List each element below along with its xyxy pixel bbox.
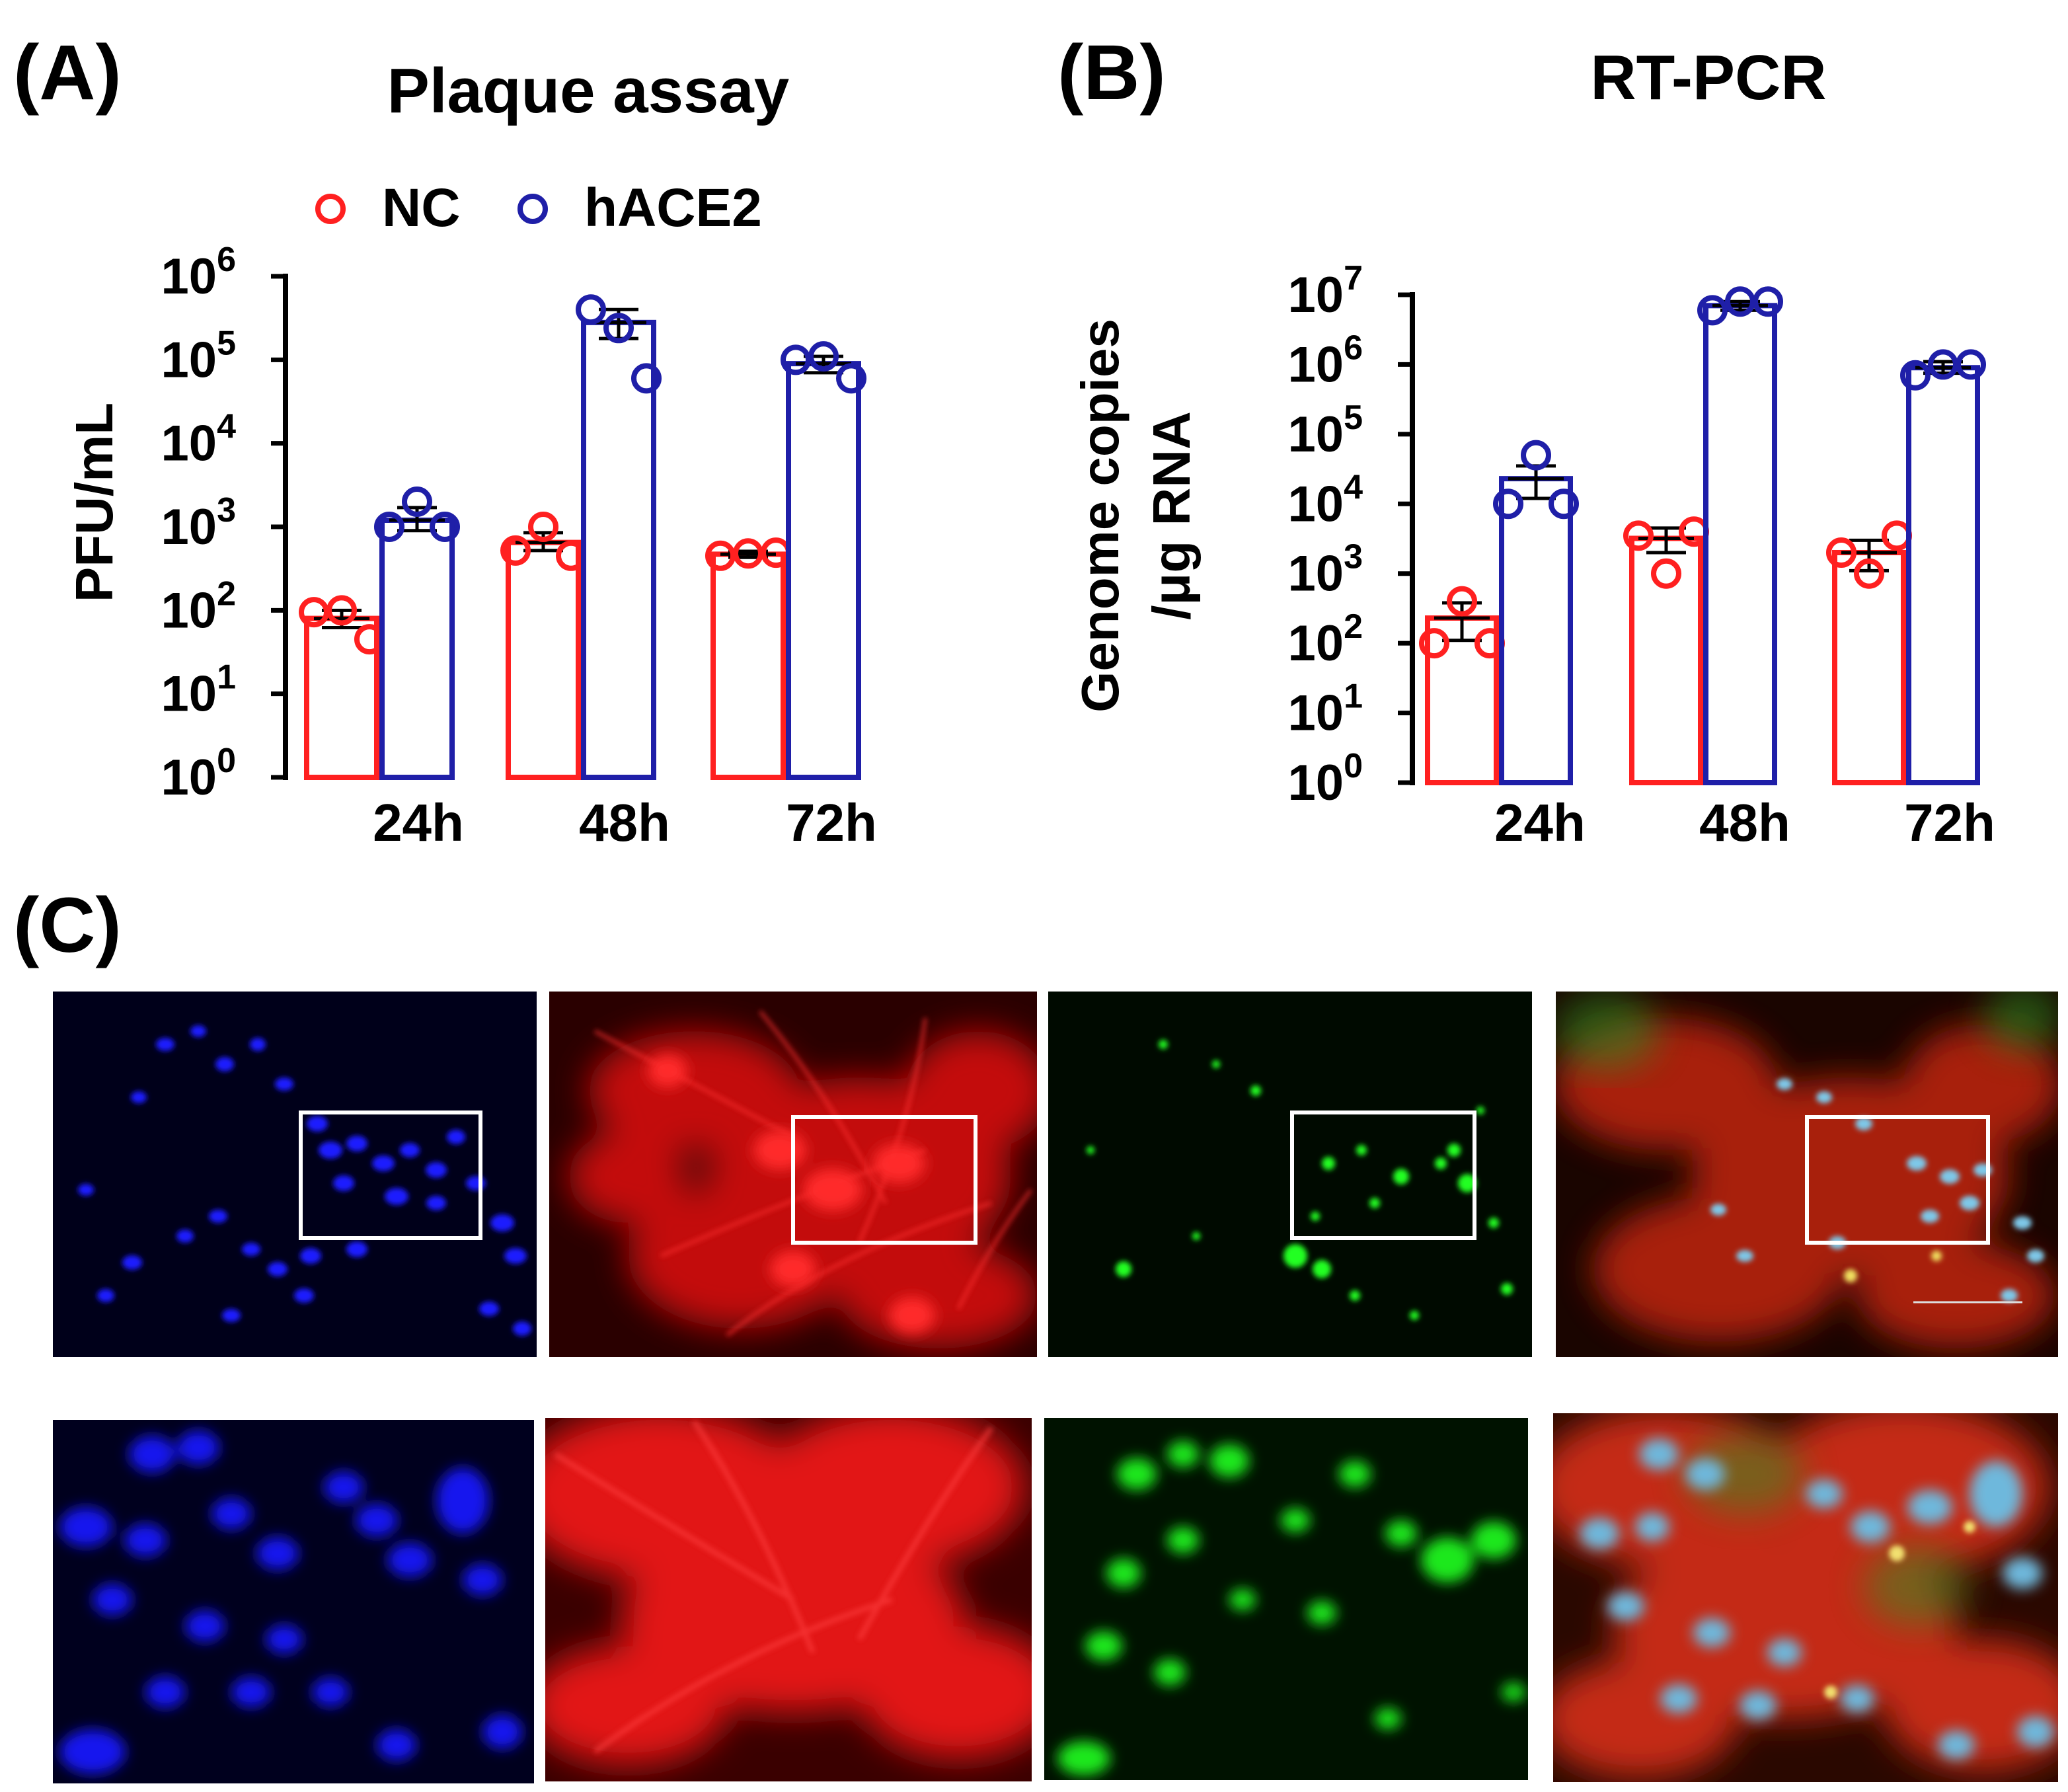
- data-point-nc: [1882, 520, 1912, 551]
- y-tick-label: 101: [1288, 678, 1363, 742]
- y-tick-label: 103: [161, 491, 236, 555]
- data-point-hace2: [402, 486, 432, 517]
- zoom-box-blue: [299, 1110, 482, 1240]
- zoom-box-green: [1290, 1110, 1476, 1240]
- data-point-nc: [1447, 586, 1477, 617]
- data-point-hace2: [576, 294, 606, 325]
- x-tick-label: 24h: [1494, 793, 1586, 852]
- data-point-hace2: [631, 363, 662, 394]
- data-point-nc: [733, 538, 763, 569]
- chart-a-ylabel: PFU/mL: [65, 403, 124, 602]
- data-point-nc: [761, 537, 791, 568]
- chart-a-x-labels: 24h 48h 72h: [373, 793, 877, 852]
- chart-b: Genome copies /μg RNA 100101102103104105…: [1071, 259, 1995, 852]
- data-point-nc: [1826, 537, 1857, 568]
- y-tick-label: 103: [1288, 538, 1363, 602]
- zoom-box-merge: [1805, 1115, 1990, 1245]
- data-point-hace2: [836, 363, 866, 394]
- y-tick-label: 102: [1288, 607, 1363, 672]
- data-point-hace2: [1725, 286, 1755, 317]
- chart-a: PFU/mL 100 101 102 103 104 105 106 24h 48h 72h: [65, 241, 877, 852]
- data-point-hace2: [1521, 440, 1551, 471]
- data-point-hace2: [374, 512, 404, 542]
- data-point-nc: [1651, 558, 1681, 589]
- micro-merge-overview: [1556, 992, 2058, 1357]
- bar-hace2-72h: [1906, 365, 1980, 785]
- data-point-hace2: [1697, 295, 1728, 326]
- y-tick-label: 106: [1288, 329, 1363, 393]
- x-tick-label: 24h: [373, 793, 464, 852]
- chart-b-ylabel-line2: /μg RNA: [1142, 411, 1201, 620]
- micro-merge-zoom: [1553, 1413, 2058, 1782]
- data-point-nc: [528, 512, 558, 542]
- y-tick-label: 107: [1288, 259, 1363, 323]
- data-point-hace2: [781, 344, 811, 375]
- y-tick-label: 100: [1288, 747, 1363, 811]
- data-point-hace2: [1928, 349, 1958, 380]
- chart-a-y-ticks: 100 101 102 103 104 105 106: [161, 241, 286, 806]
- bar-hace2-24h: [1499, 476, 1573, 786]
- data-point-nc: [556, 540, 586, 571]
- bar-hace2-24h: [379, 517, 455, 780]
- chart-a-bars: [299, 294, 866, 781]
- chart-b-x-labels: 24h 48h 72h: [1494, 793, 1995, 852]
- x-tick-label: 48h: [1699, 793, 1790, 852]
- data-point-hace2: [1549, 488, 1579, 520]
- micro-red-zoom: [545, 1418, 1032, 1781]
- bar-hace2-72h: [786, 361, 861, 780]
- legend-nc-marker: [315, 194, 346, 224]
- y-tick-label: 105: [161, 324, 236, 388]
- data-point-nc: [299, 597, 329, 628]
- bar-nc-48h: [506, 539, 581, 780]
- data-point-nc: [1679, 516, 1709, 547]
- chart-b-bars: [1419, 286, 1986, 786]
- bar-hace2-48h: [1703, 303, 1777, 785]
- bar-nc-72h: [710, 551, 786, 781]
- micro-blue-overview: [53, 992, 537, 1357]
- legend: NC hACE2: [315, 178, 762, 238]
- data-point-nc: [1419, 628, 1449, 659]
- data-point-hace2: [808, 341, 839, 372]
- zoom-box-red: [791, 1115, 977, 1245]
- x-tick-label: 48h: [579, 793, 670, 852]
- data-point-hace2: [430, 512, 460, 542]
- data-point-hace2: [1493, 488, 1523, 520]
- y-tick-label: 100: [161, 742, 236, 806]
- x-tick-label: 72h: [786, 793, 877, 852]
- chart-b-title: RT-PCR: [1590, 42, 1826, 113]
- data-point-hace2: [1956, 349, 1986, 380]
- y-tick-label: 102: [161, 574, 236, 639]
- chart-a-title: Plaque assay: [387, 56, 789, 126]
- data-point-nc: [354, 624, 385, 655]
- data-point-nc: [1854, 558, 1884, 589]
- data-point-nc: [1474, 628, 1505, 659]
- data-point-hace2: [603, 313, 634, 344]
- y-tick-label: 104: [1288, 468, 1363, 532]
- data-point-nc: [326, 595, 357, 626]
- chart-b-ylabel-line1: Genome copies: [1071, 319, 1130, 713]
- data-point-hace2: [1900, 360, 1931, 391]
- y-tick-label: 104: [161, 408, 237, 472]
- micro-blue-zoom: [53, 1420, 534, 1783]
- panel-c-letter: (C): [13, 882, 122, 969]
- y-tick-label: 105: [1288, 399, 1363, 463]
- data-point-nc: [500, 535, 531, 566]
- y-tick-label: 101: [161, 658, 236, 722]
- micro-green-zoom: [1044, 1418, 1528, 1780]
- microscopy-grid: [53, 992, 2058, 1783]
- x-tick-label: 72h: [1904, 793, 1995, 852]
- data-point-nc: [1623, 520, 1654, 551]
- legend-hace2-marker: [517, 194, 548, 224]
- panel-a-letter: (A): [13, 29, 122, 116]
- data-point-hace2: [1753, 286, 1783, 317]
- legend-hace2-label: hACE2: [584, 178, 762, 238]
- data-point-nc: [705, 540, 736, 571]
- legend-nc-label: NC: [382, 178, 460, 238]
- panel-b-letter: (B): [1057, 29, 1166, 116]
- y-tick-label: 106: [161, 241, 236, 305]
